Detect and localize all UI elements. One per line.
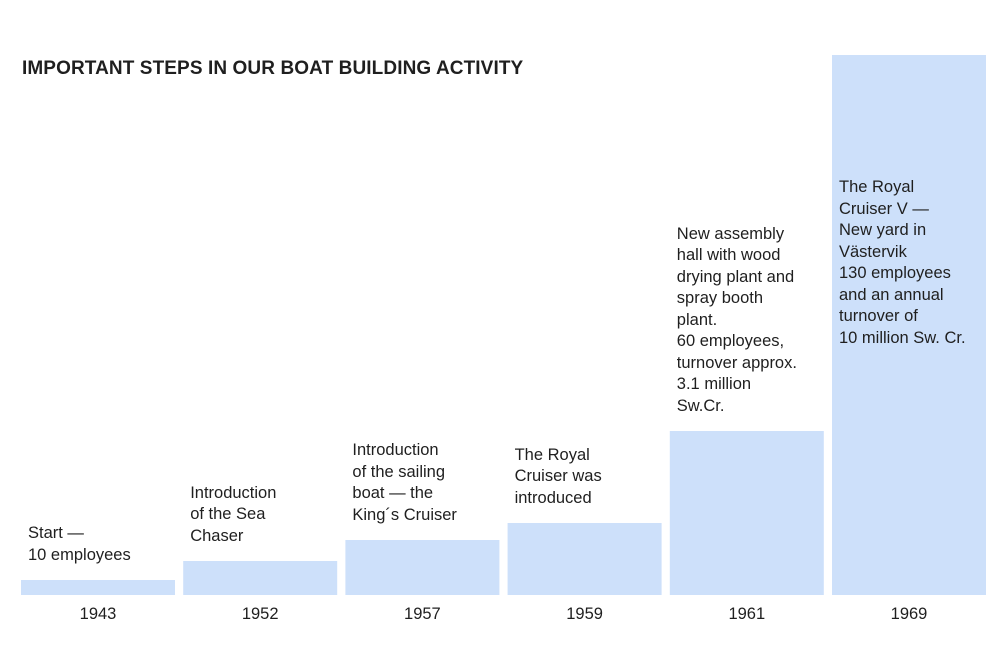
- chart-title: IMPORTANT STEPS IN OUR BOAT BUILDING ACT…: [22, 58, 524, 79]
- bar-annotation-1957: Introduction of the sailing boat — the K…: [352, 441, 457, 524]
- bar-annotation-1952: Introduction of the Sea Chaser: [190, 483, 277, 545]
- x-tick-label-1959: 1959: [566, 605, 603, 623]
- bar-1969: [832, 55, 986, 595]
- bar-annotation-1961: New assembly hall with wood drying plant…: [676, 224, 797, 415]
- x-tick-label-1943: 1943: [79, 605, 117, 623]
- x-tick-label-1957: 1957: [404, 605, 441, 623]
- bar-1952: [183, 561, 338, 595]
- x-tick-label-1952: 1952: [241, 605, 279, 623]
- bar-annotation-1959: The Royal Cruiser was introduced: [514, 445, 602, 507]
- bar-annotation-1943: Start — 10 employees: [28, 524, 131, 564]
- x-tick-label-1961: 1961: [728, 605, 766, 623]
- bar-1943: [21, 580, 175, 595]
- bar-annotation-1969: The Royal Cruiser V — New yard in Väster…: [839, 178, 966, 347]
- bar-1957: [345, 540, 500, 595]
- x-tick-label-1969: 1969: [890, 605, 928, 623]
- bar-1961: [669, 431, 824, 595]
- bar-1959: [507, 523, 662, 595]
